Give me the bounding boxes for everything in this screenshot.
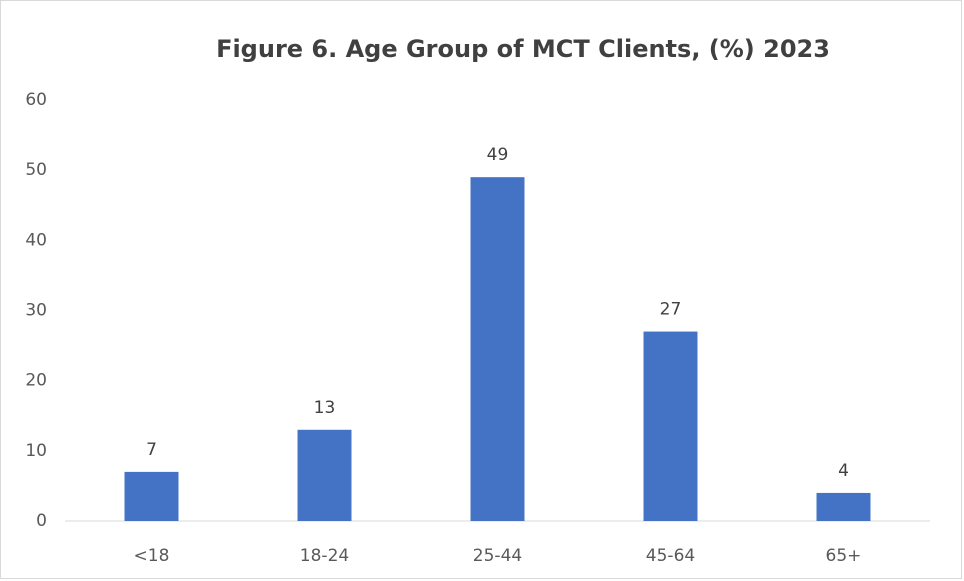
y-tick-label: 20 bbox=[25, 371, 47, 391]
bar bbox=[816, 492, 871, 521]
x-tick-label: <18 bbox=[134, 546, 170, 566]
data-label: 13 bbox=[314, 398, 336, 418]
bar bbox=[297, 429, 352, 521]
bar bbox=[470, 177, 525, 521]
y-tick-label: 10 bbox=[25, 441, 47, 461]
data-label: 27 bbox=[660, 300, 682, 320]
x-tick-label: 25-44 bbox=[473, 546, 522, 566]
data-label: 4 bbox=[838, 461, 849, 481]
chart-title: Figure 6. Age Group of MCT Clients, (%) … bbox=[216, 35, 830, 63]
bar bbox=[643, 331, 698, 521]
y-tick-label: 40 bbox=[25, 230, 47, 250]
data-label: 49 bbox=[487, 145, 509, 165]
y-tick-label: 60 bbox=[25, 90, 47, 110]
y-tick-label: 0 bbox=[36, 511, 47, 531]
x-tick-label: 18-24 bbox=[300, 546, 349, 566]
bar bbox=[124, 471, 179, 521]
y-tick-label: 50 bbox=[25, 160, 47, 180]
x-tick-label: 65+ bbox=[826, 546, 862, 566]
y-tick-label: 30 bbox=[25, 301, 47, 321]
data-label: 7 bbox=[146, 440, 157, 460]
x-tick-label: 45-64 bbox=[646, 546, 695, 566]
